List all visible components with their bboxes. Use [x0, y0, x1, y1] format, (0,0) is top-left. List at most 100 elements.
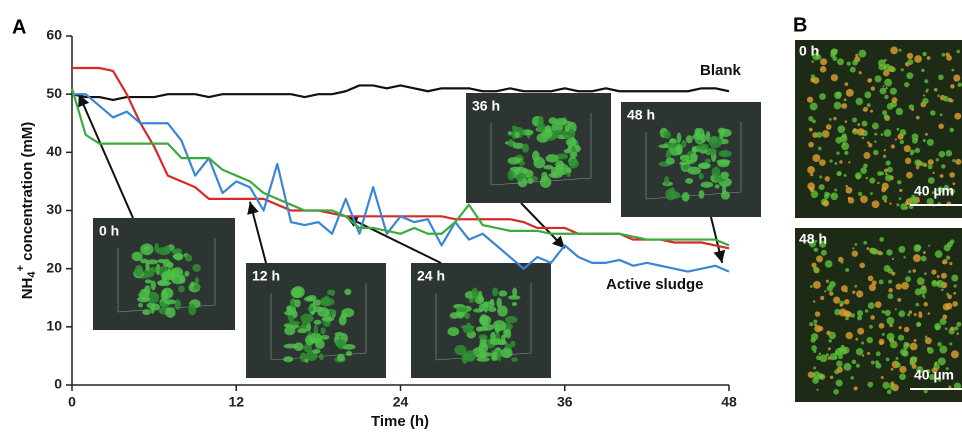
cell [836, 151, 840, 155]
cell [808, 127, 813, 132]
cell-cluster [508, 138, 514, 148]
cell [820, 249, 827, 256]
cell [943, 95, 949, 102]
cell [923, 94, 926, 97]
cell [922, 97, 929, 105]
cell [923, 272, 927, 276]
cell [830, 74, 839, 82]
cell [866, 351, 871, 355]
cell [844, 289, 848, 293]
y-axis-title: NH4+ concentration (mM) [15, 122, 38, 300]
cell-cluster [142, 309, 151, 316]
cell-cluster [685, 159, 694, 164]
cell [810, 337, 816, 343]
cell [909, 342, 918, 351]
cell [845, 88, 854, 97]
cell [881, 187, 887, 193]
cell [813, 366, 817, 370]
cell [844, 120, 848, 123]
cell [819, 65, 827, 73]
cell-cluster [303, 296, 315, 302]
cell-cluster [478, 303, 486, 312]
cell [926, 56, 931, 60]
cell [828, 331, 837, 340]
cell [904, 157, 912, 165]
cell-cluster [569, 151, 578, 158]
cell [877, 171, 882, 176]
cell-cluster [464, 312, 471, 320]
cell [874, 301, 882, 308]
cell [820, 374, 824, 378]
cell-cluster [676, 132, 682, 143]
cell [869, 78, 872, 82]
cell [811, 238, 815, 241]
cell [809, 322, 814, 327]
cell [870, 360, 875, 365]
cell [925, 90, 928, 93]
cell-cluster [552, 171, 558, 178]
y-axis-title-part: NH [19, 278, 36, 300]
cell [911, 363, 917, 369]
cell [884, 309, 891, 317]
cell [810, 190, 819, 199]
cell [933, 87, 938, 92]
cell [895, 362, 901, 368]
cell [814, 311, 821, 317]
cell-cluster [317, 307, 330, 318]
cell-cluster [497, 305, 508, 317]
cell [830, 48, 838, 56]
cell [812, 280, 821, 289]
cell [926, 197, 934, 206]
cell [894, 138, 897, 141]
cell [861, 136, 865, 140]
cell [881, 195, 888, 201]
cell [882, 69, 890, 77]
cell [863, 240, 868, 245]
cell [934, 250, 943, 258]
cell-cluster [297, 328, 308, 334]
cell [833, 389, 839, 395]
cell [835, 91, 842, 98]
cell-cluster [465, 355, 475, 361]
cell-cluster [172, 253, 184, 260]
cell [875, 362, 882, 369]
cell [856, 363, 860, 368]
cell-cluster [533, 157, 546, 169]
cell-cluster [193, 283, 201, 291]
cell [883, 264, 891, 272]
cell [937, 357, 946, 366]
cell [827, 347, 831, 351]
cell [915, 244, 922, 251]
cell [897, 180, 902, 185]
cell [819, 354, 828, 363]
cell-cluster [685, 135, 693, 144]
cell-cluster [304, 358, 309, 363]
cell-cluster [184, 270, 190, 277]
cell-cluster [565, 138, 577, 147]
cell [880, 375, 884, 380]
cell [809, 102, 818, 111]
cell [856, 310, 864, 317]
cell [877, 181, 880, 185]
cell [890, 46, 898, 55]
cell-cluster [188, 303, 197, 316]
cell [906, 171, 913, 179]
cell [867, 302, 875, 309]
inset-image: 0 h [93, 218, 235, 330]
cell [879, 341, 884, 346]
cell [901, 350, 909, 357]
inset-box [117, 238, 216, 313]
cell-cluster [711, 166, 721, 178]
cell [818, 352, 822, 356]
cell [939, 345, 948, 354]
cell [857, 327, 865, 335]
cell [842, 142, 846, 146]
cell [936, 279, 945, 288]
cell-cluster [312, 299, 322, 306]
cell [899, 365, 907, 374]
cell [844, 82, 849, 86]
cell [939, 174, 944, 178]
cell-cluster [483, 301, 489, 313]
cell-cluster [699, 162, 710, 169]
cell-cluster [696, 143, 709, 151]
